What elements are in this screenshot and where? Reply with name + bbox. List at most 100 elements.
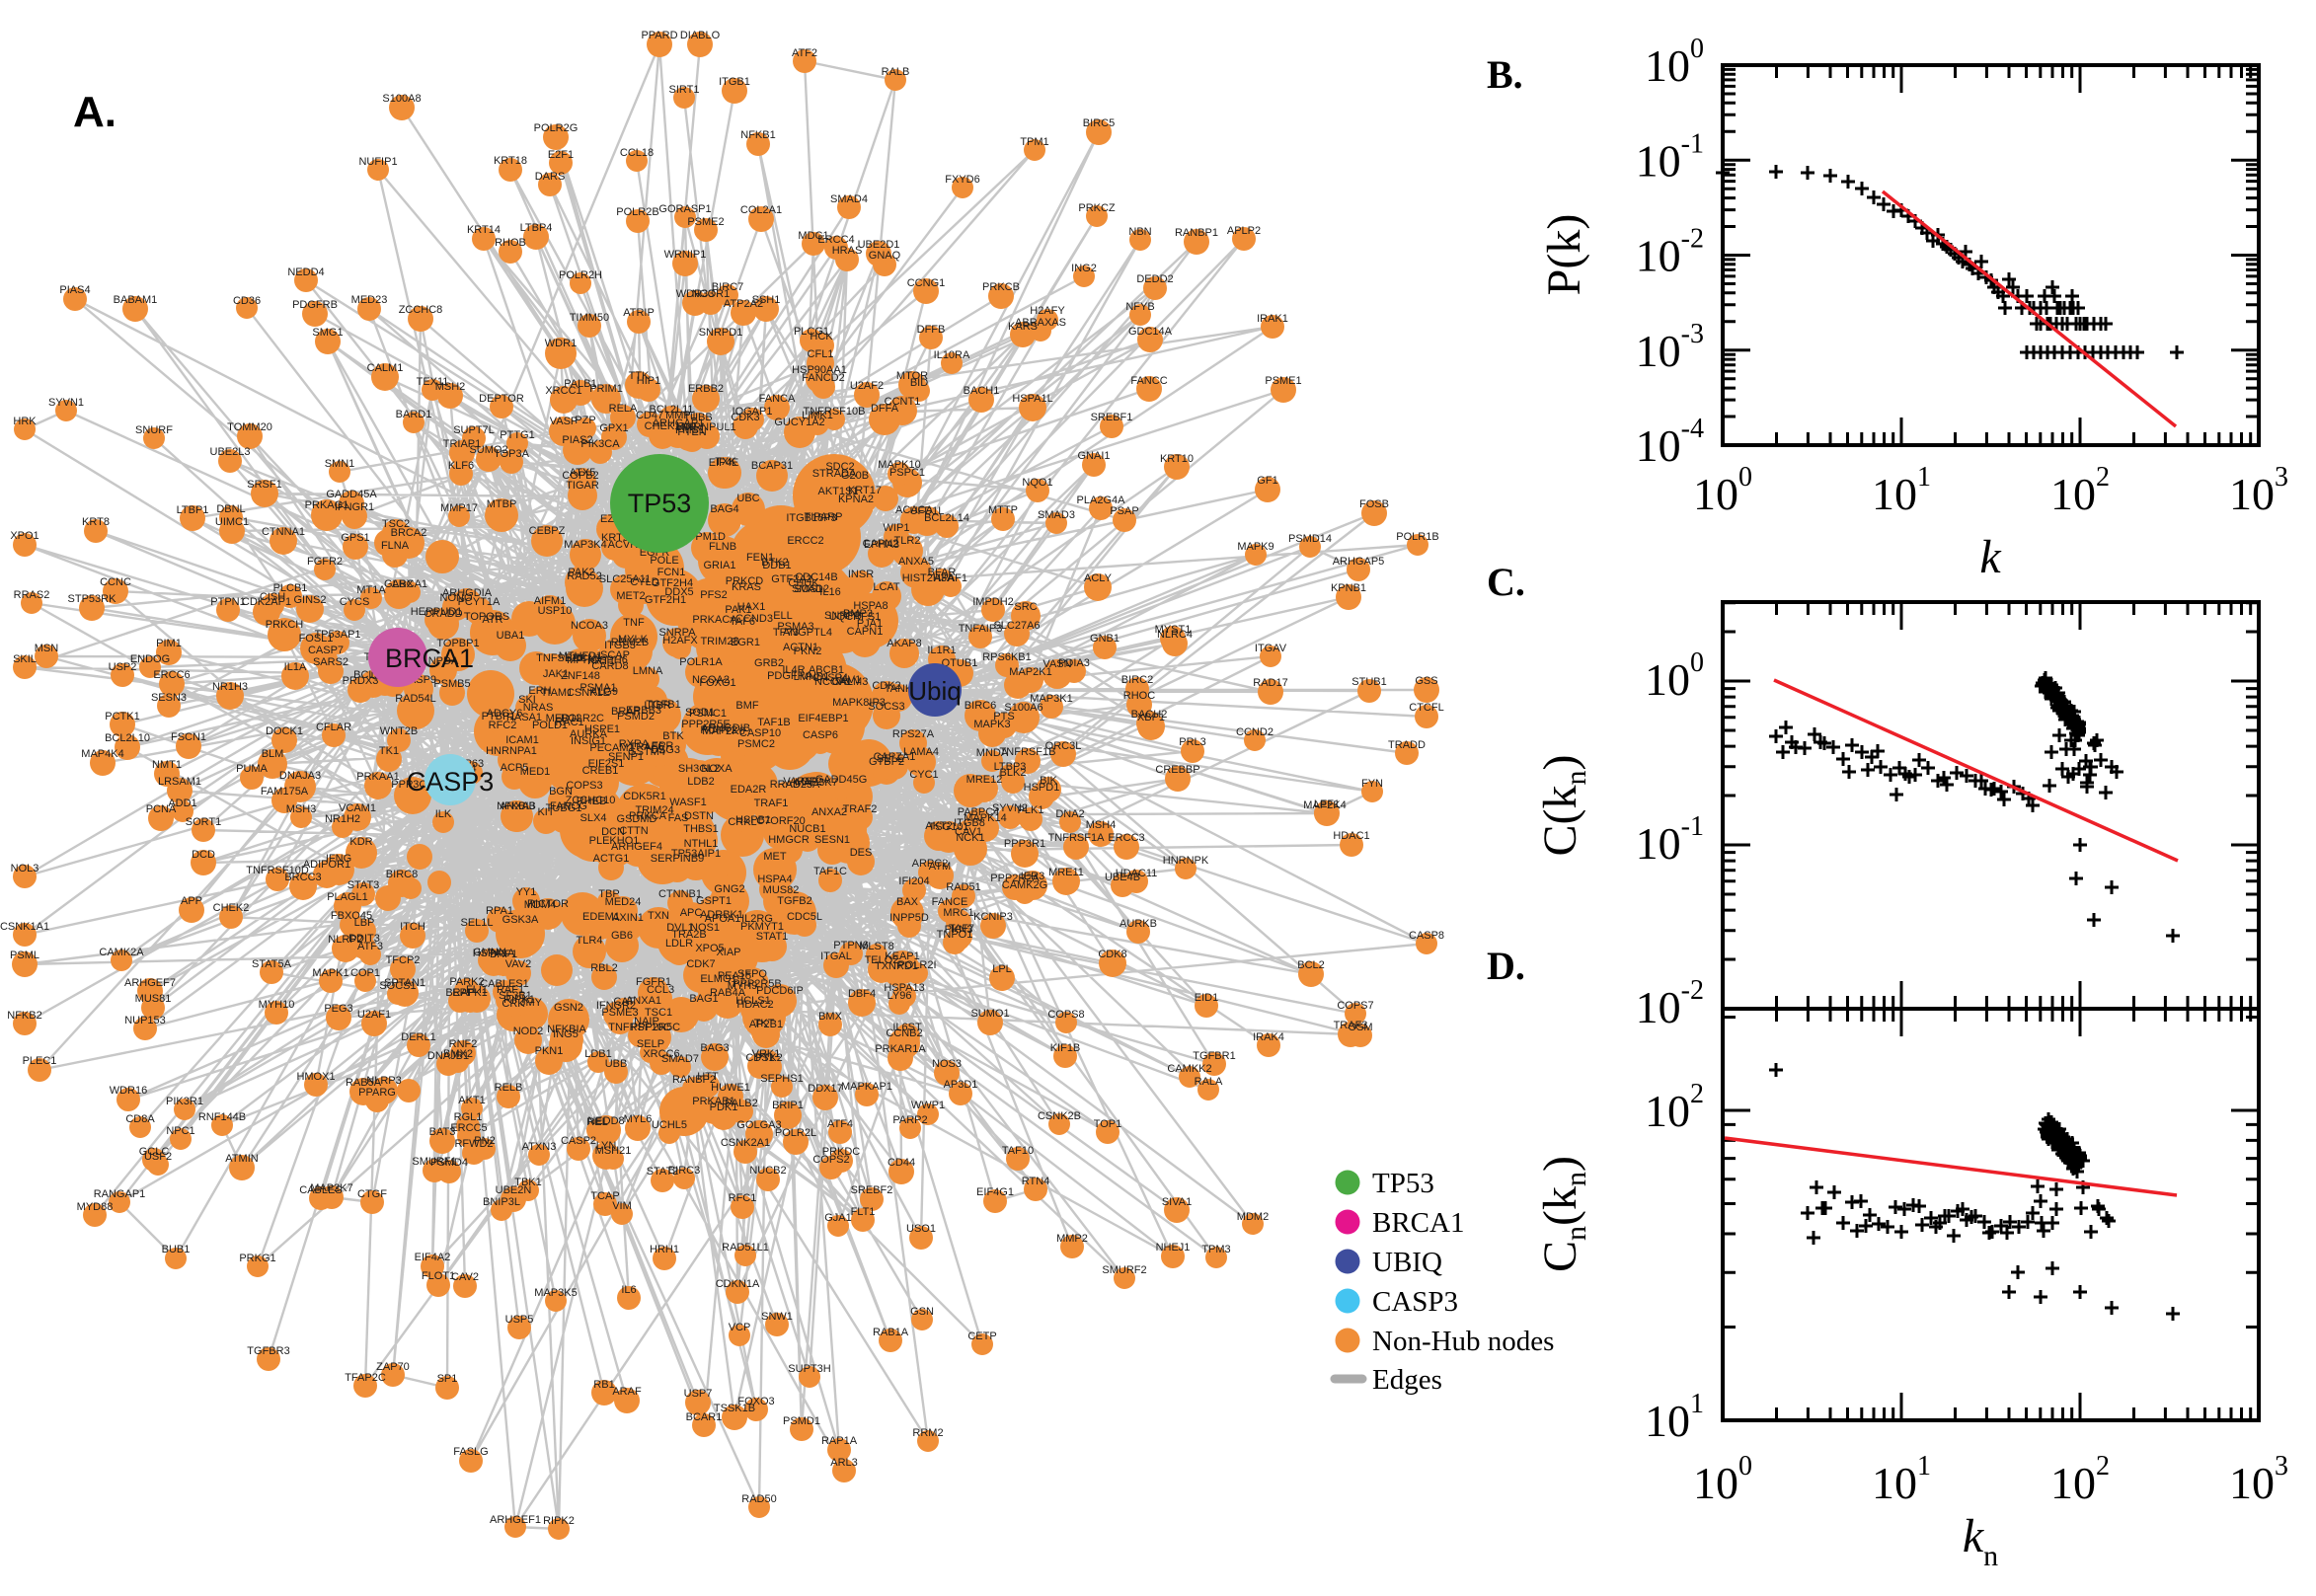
svg-text:PRKAG1: PRKAG1 xyxy=(305,499,349,511)
svg-text:KRT10: KRT10 xyxy=(1160,453,1194,465)
svg-text:EPHA3: EPHA3 xyxy=(864,539,899,551)
svg-text:EGR1: EGR1 xyxy=(731,637,760,648)
svg-text:UBE4B: UBE4B xyxy=(1105,872,1140,883)
svg-text:MT1A: MT1A xyxy=(356,584,386,596)
svg-text:BRCA1: BRCA1 xyxy=(385,644,474,673)
svg-text:CALM3: CALM3 xyxy=(832,676,869,688)
svg-text:ATRIP: ATRIP xyxy=(623,307,655,319)
svg-text:FANCC: FANCC xyxy=(1130,375,1167,387)
svg-text:ATF2: ATF2 xyxy=(792,47,817,59)
svg-text:BRCC3: BRCC3 xyxy=(284,872,321,883)
svg-text:RAP1A: RAP1A xyxy=(821,1435,858,1447)
svg-text:PALB2: PALB2 xyxy=(725,1098,757,1109)
svg-text:MSH3: MSH3 xyxy=(286,803,317,815)
svg-text:DSG3: DSG3 xyxy=(651,744,680,756)
svg-text:ERH: ERH xyxy=(528,685,551,697)
svg-text:RICTOR: RICTOR xyxy=(527,898,569,910)
svg-text:MYST1: MYST1 xyxy=(1155,624,1192,636)
svg-text:ELL: ELL xyxy=(773,610,793,622)
svg-text:SNRPD1: SNRPD1 xyxy=(699,327,743,339)
svg-text:MAP3K1: MAP3K1 xyxy=(1030,693,1072,705)
svg-text:ANGPTL4: ANGPTL4 xyxy=(783,627,832,639)
svg-text:NOL3: NOL3 xyxy=(11,863,39,874)
svg-text:MYH9: MYH9 xyxy=(728,980,758,992)
svg-text:LDB1: LDB1 xyxy=(584,1048,612,1060)
svg-text:PSPC1: PSPC1 xyxy=(889,467,925,479)
svg-text:KRAS: KRAS xyxy=(732,581,761,593)
svg-text:AKT2: AKT2 xyxy=(925,820,953,832)
svg-text:CASP10: CASP10 xyxy=(739,727,781,739)
svg-text:THBS1: THBS1 xyxy=(683,823,718,835)
svg-text:ERBB3: ERBB3 xyxy=(626,705,661,717)
svg-text:LCAT: LCAT xyxy=(873,581,900,593)
svg-text:ARAF: ARAF xyxy=(612,1386,642,1398)
svg-text:TNF: TNF xyxy=(623,617,645,629)
svg-text:COL2A1: COL2A1 xyxy=(740,204,782,216)
svg-text:CCND3: CCND3 xyxy=(735,613,773,625)
svg-text:PKMYT1: PKMYT1 xyxy=(740,921,784,933)
svg-text:DCD: DCD xyxy=(192,849,215,861)
svg-text:SEL1L: SEL1L xyxy=(460,917,493,929)
svg-text:MNDA: MNDA xyxy=(976,747,1009,759)
svg-text:BIRC7: BIRC7 xyxy=(712,281,743,293)
svg-text:ICAM1: ICAM1 xyxy=(505,734,539,746)
svg-text:PSMD14: PSMD14 xyxy=(1288,533,1332,545)
svg-text:EPPK1: EPPK1 xyxy=(452,987,487,999)
svg-text:CCND2: CCND2 xyxy=(1236,726,1274,738)
svg-text:LMNB1: LMNB1 xyxy=(794,671,830,683)
svg-text:COPS8: COPS8 xyxy=(1047,1009,1084,1021)
svg-text:MAP3K4: MAP3K4 xyxy=(564,539,606,551)
svg-text:103: 103 xyxy=(2229,1451,2288,1508)
svg-text:SIRT1: SIRT1 xyxy=(669,84,700,96)
svg-text:CYLD: CYLD xyxy=(630,576,658,588)
svg-text:CDK5R1: CDK5R1 xyxy=(623,791,665,802)
svg-text:PMS1: PMS1 xyxy=(675,424,705,436)
svg-text:LAMA4: LAMA4 xyxy=(903,746,939,758)
svg-text:GJA1: GJA1 xyxy=(824,1212,852,1224)
svg-text:NOS1: NOS1 xyxy=(690,922,720,934)
svg-text:ANXA1: ANXA1 xyxy=(626,995,661,1007)
svg-text:MTOR: MTOR xyxy=(896,370,928,382)
svg-text:BIRC5: BIRC5 xyxy=(1083,117,1115,129)
svg-text:CALM1: CALM1 xyxy=(367,362,404,374)
svg-text:PTK2: PTK2 xyxy=(755,1052,783,1064)
svg-text:ZNF148: ZNF148 xyxy=(561,670,600,682)
svg-text:ERCC3: ERCC3 xyxy=(1108,832,1144,844)
svg-text:KPNA2: KPNA2 xyxy=(838,494,874,505)
svg-text:E2F1: E2F1 xyxy=(548,149,574,161)
svg-text:DEDD2: DEDD2 xyxy=(1136,273,1173,285)
svg-text:TSC2: TSC2 xyxy=(382,518,410,530)
svg-text:G20B: G20B xyxy=(841,470,869,482)
svg-text:LTBP3: LTBP3 xyxy=(994,761,1027,773)
svg-text:GPX1: GPX1 xyxy=(599,422,628,434)
svg-text:COPB2: COPB2 xyxy=(562,470,598,482)
svg-text:APAF1: APAF1 xyxy=(934,572,967,584)
svg-text:CTCFL: CTCFL xyxy=(1409,702,1443,714)
svg-text:ELMO1: ELMO1 xyxy=(700,973,736,985)
svg-text:IRAK1: IRAK1 xyxy=(1257,313,1288,325)
svg-text:ATR: ATR xyxy=(482,614,502,626)
svg-text:MED23: MED23 xyxy=(351,294,388,306)
svg-text:KRT1: KRT1 xyxy=(587,655,615,667)
svg-text:APC: APC xyxy=(680,907,703,919)
svg-text:LEPR: LEPR xyxy=(646,740,674,752)
svg-text:GTBP2: GTBP2 xyxy=(869,756,904,768)
svg-text:MDM4: MDM4 xyxy=(524,899,556,911)
svg-text:USF2: USF2 xyxy=(144,1151,172,1163)
svg-text:NCK1: NCK1 xyxy=(956,832,984,844)
svg-text:PALB1: PALB1 xyxy=(564,378,596,390)
svg-text:TAF7: TAF7 xyxy=(949,923,974,935)
svg-text:FANCE: FANCE xyxy=(932,896,968,908)
svg-text:LDB2: LDB2 xyxy=(687,776,715,788)
svg-text:TGFBR3: TGFBR3 xyxy=(247,1345,289,1357)
svg-text:PPP2R5E: PPP2R5E xyxy=(681,719,731,730)
svg-text:BRAF: BRAF xyxy=(445,987,475,999)
svg-text:Cn(kn): Cn(kn) xyxy=(1534,1156,1592,1272)
svg-text:TXN: TXN xyxy=(648,910,669,922)
svg-text:MAP2K7: MAP2K7 xyxy=(310,1182,352,1194)
svg-text:APOA1: APOA1 xyxy=(705,913,741,925)
svg-text:TRAF3: TRAF3 xyxy=(1334,1020,1368,1031)
svg-text:NPC1: NPC1 xyxy=(166,1125,194,1137)
svg-text:IRAK4: IRAK4 xyxy=(1253,1031,1284,1043)
svg-text:ATP2A2: ATP2A2 xyxy=(724,298,763,310)
